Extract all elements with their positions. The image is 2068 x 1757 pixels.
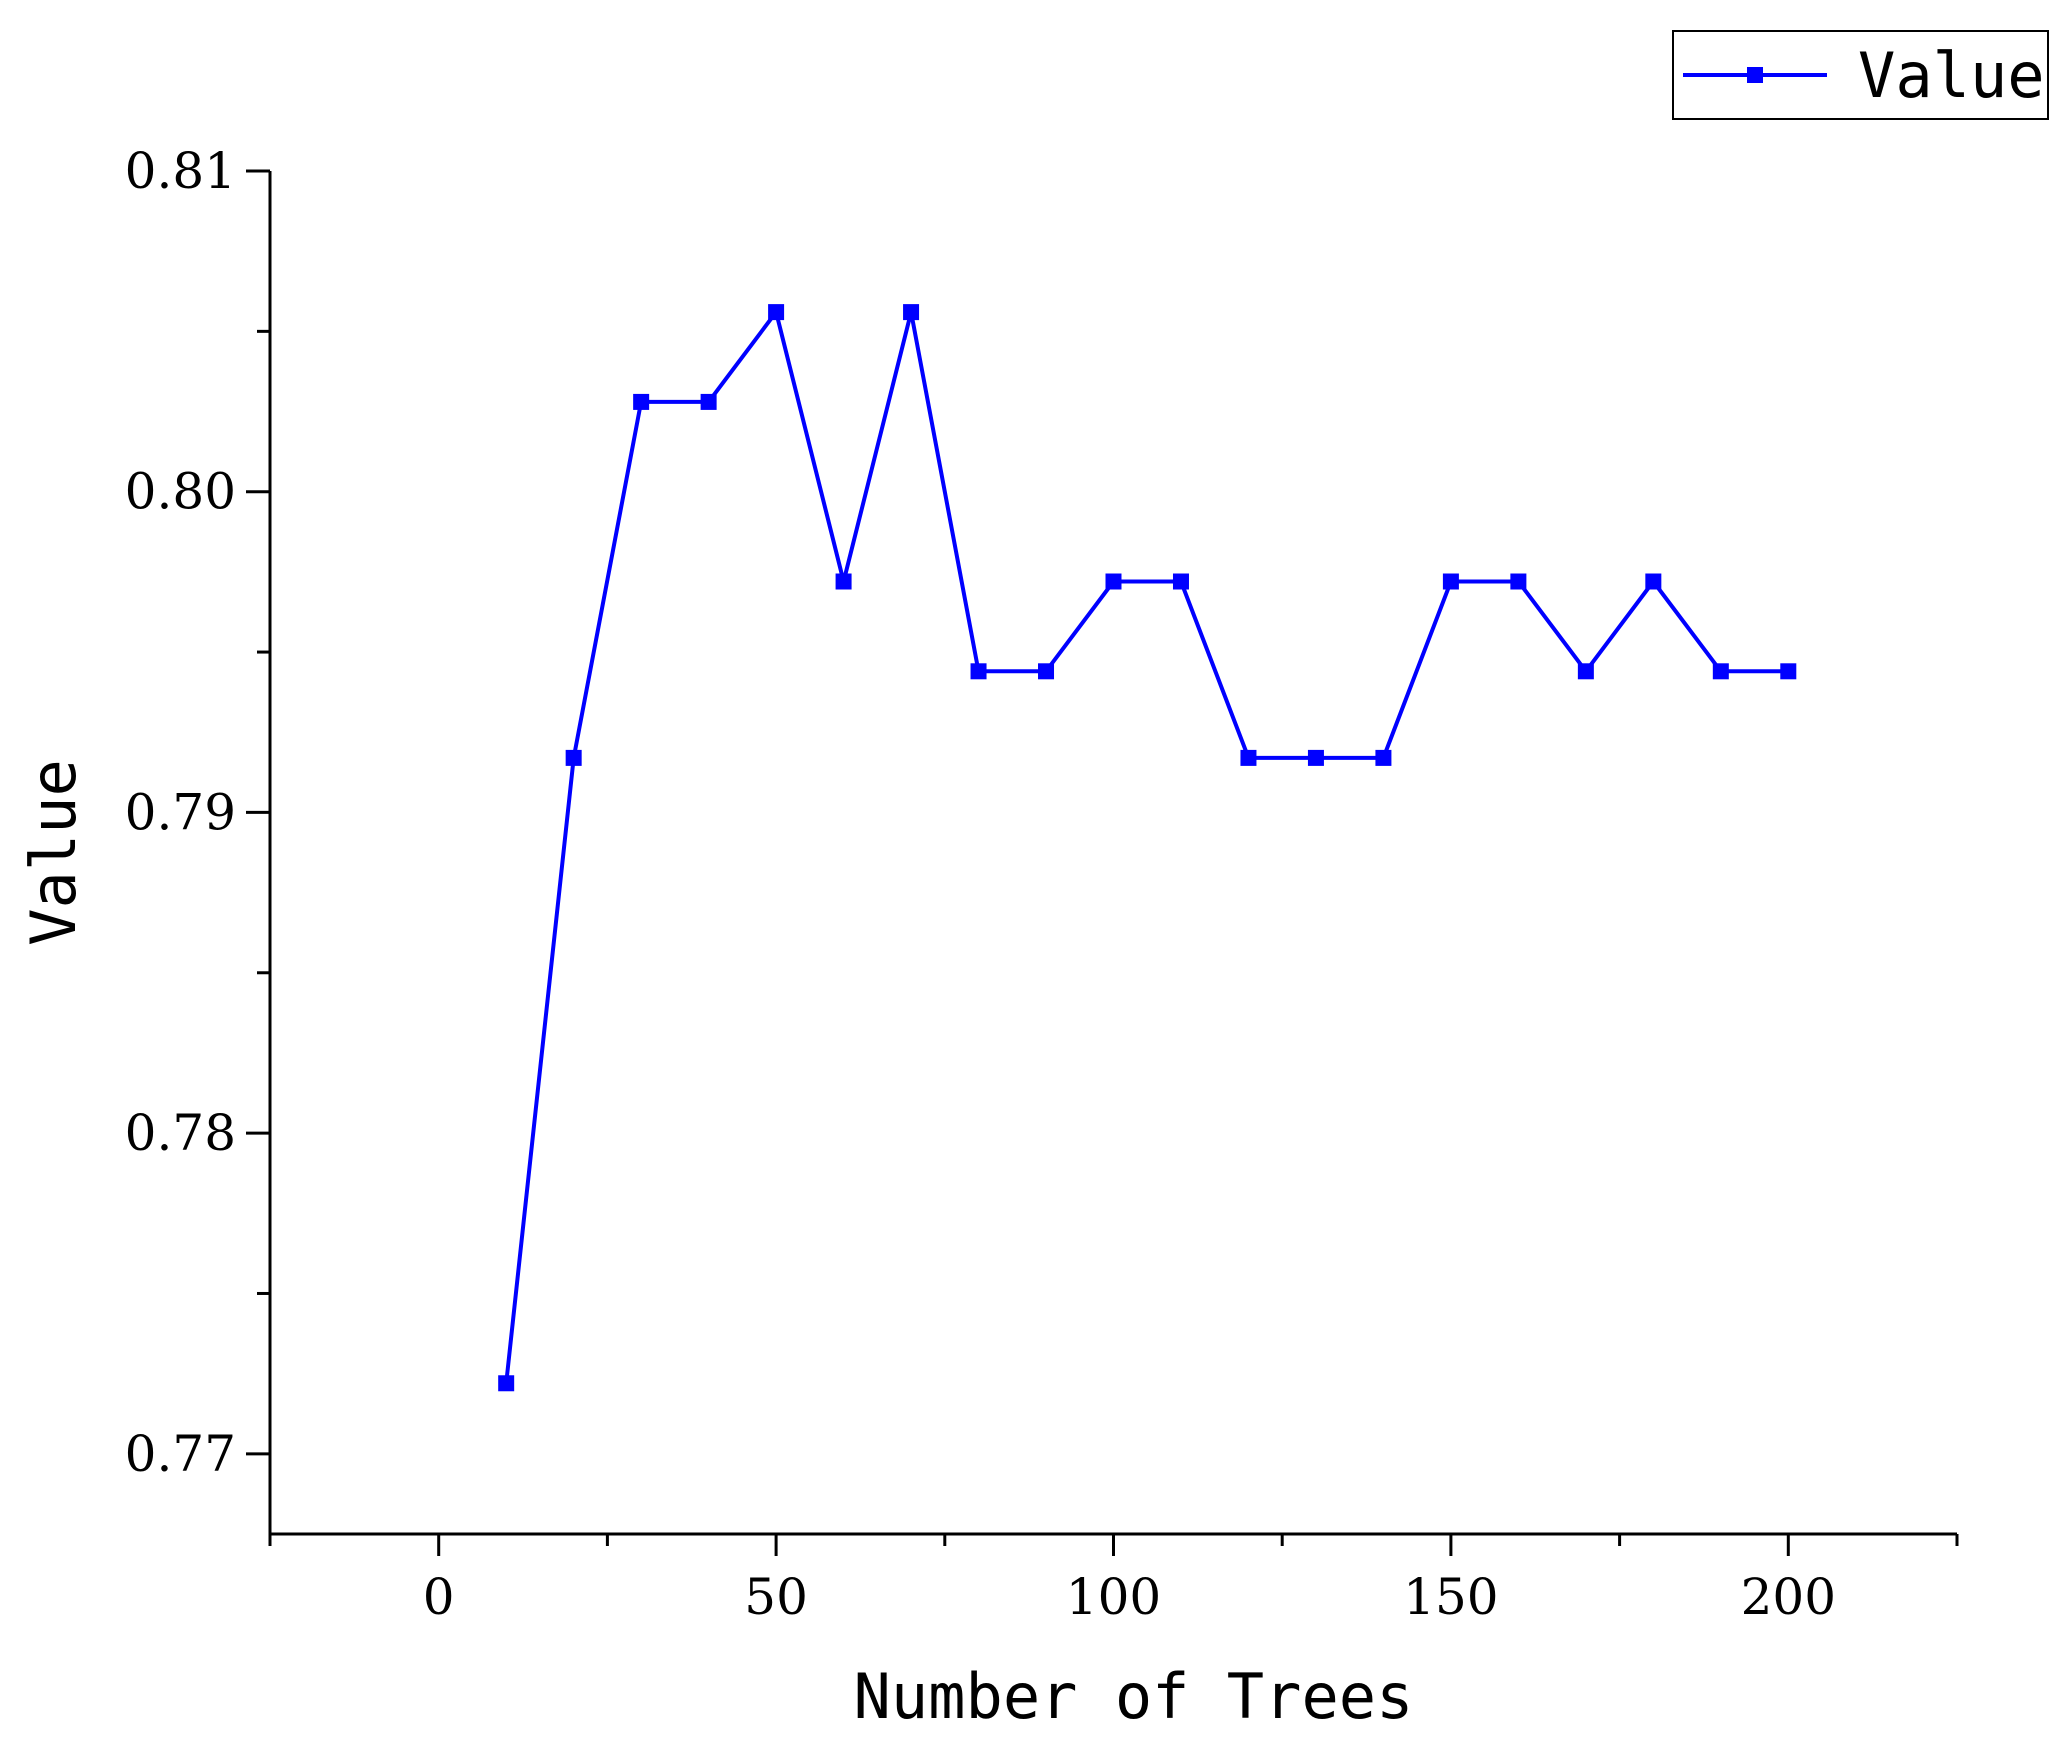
- data-point-marker: [903, 304, 920, 321]
- x-tick-label: 0: [423, 1568, 455, 1626]
- y-axis-ticks: 0.77 0.78 0.79 0.80 0.81: [125, 142, 270, 1483]
- data-point-marker: [498, 1375, 515, 1392]
- y-axis-title: Value: [17, 759, 90, 946]
- legend: Value: [1672, 30, 2049, 120]
- data-point-marker: [768, 304, 785, 321]
- data-point-marker: [835, 573, 852, 590]
- data-point-marker: [1645, 573, 1662, 590]
- legend-entry-label: Value: [1858, 39, 2045, 112]
- data-point-marker: [633, 393, 650, 410]
- data-point-marker: [1780, 663, 1797, 680]
- data-point-marker: [1510, 573, 1527, 590]
- axes: [268, 171, 1957, 1536]
- legend-marker-sample: [1747, 67, 1763, 83]
- x-tick-label: 200: [1741, 1568, 1836, 1626]
- series-layer: [498, 304, 1797, 1392]
- data-point-marker: [1712, 663, 1729, 680]
- data-point-marker: [1038, 663, 1055, 680]
- data-point-marker: [1307, 749, 1324, 766]
- data-point-marker: [1442, 573, 1459, 590]
- series-line: [504, 307, 1789, 1384]
- y-tick-label: 0.78: [125, 1104, 236, 1162]
- x-tick-label: 100: [1066, 1568, 1161, 1626]
- y-tick-label: 0.81: [125, 142, 236, 200]
- y-tick-label: 0.77: [125, 1425, 236, 1483]
- data-point-marker: [1375, 749, 1392, 766]
- x-tick-label: 150: [1403, 1568, 1498, 1626]
- data-point-marker: [970, 663, 987, 680]
- x-axis-title: Number of Trees: [854, 1660, 1414, 1733]
- x-tick-label: 50: [744, 1568, 808, 1626]
- data-point-marker: [1105, 573, 1122, 590]
- data-point-marker: [1240, 749, 1257, 766]
- data-point-marker: [565, 749, 582, 766]
- data-point-marker: [1577, 663, 1594, 680]
- x-axis-ticks: 0 50 100 150 200: [268, 1534, 1959, 1626]
- y-tick-label: 0.80: [125, 463, 236, 521]
- data-point-marker: [700, 393, 717, 410]
- y-tick-label: 0.79: [125, 783, 236, 841]
- data-point-marker: [1172, 573, 1189, 590]
